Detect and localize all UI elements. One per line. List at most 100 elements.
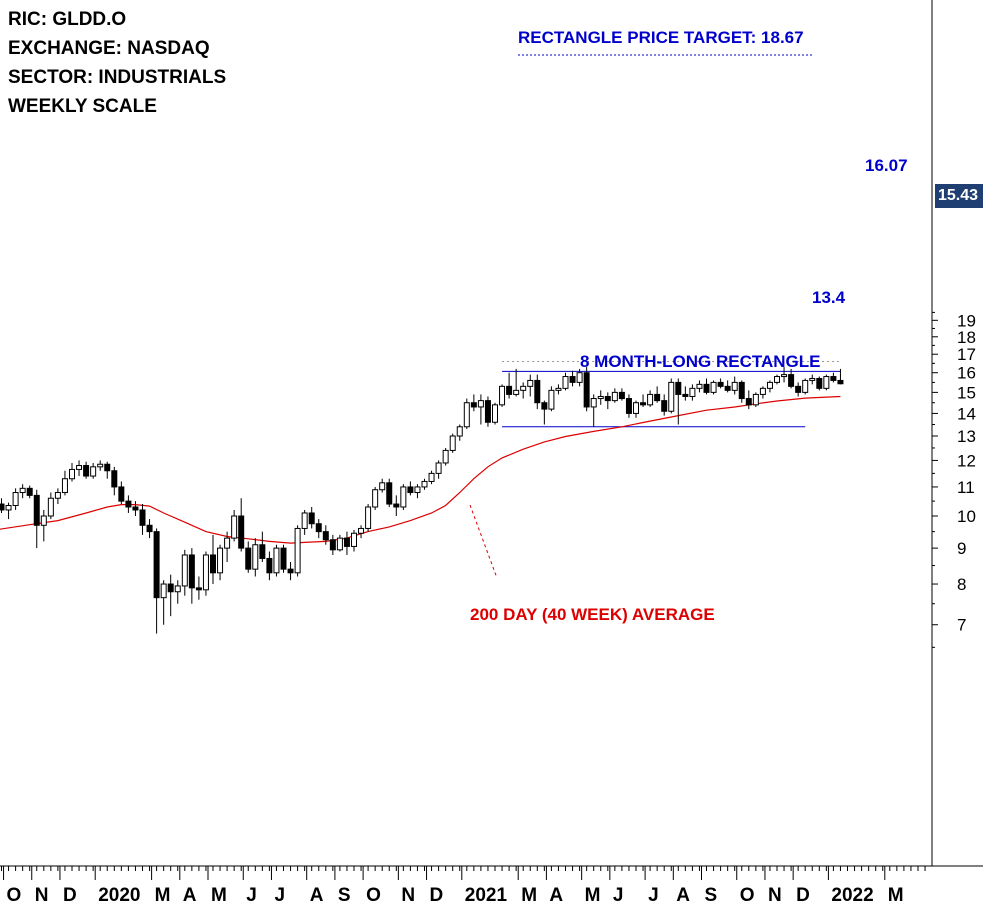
candle	[40, 509, 47, 542]
candle	[372, 486, 379, 510]
y-tick-label: 13	[957, 427, 976, 446]
x-tick-label: S	[705, 885, 718, 906]
candle	[745, 390, 752, 410]
candle-body	[668, 381, 675, 412]
candle	[527, 374, 534, 397]
candle-body	[795, 385, 802, 393]
candle	[12, 488, 19, 510]
candle	[548, 386, 555, 412]
candle-body	[576, 372, 583, 383]
candle-body	[174, 585, 181, 593]
candle	[661, 394, 668, 416]
x-tick-label: O	[740, 885, 755, 906]
candle	[830, 372, 837, 383]
candle	[26, 485, 33, 499]
candle	[386, 478, 393, 507]
candle	[477, 394, 484, 425]
candle-body	[195, 587, 202, 591]
x-tick-label: M	[521, 885, 537, 906]
candle-body	[210, 554, 216, 574]
candle	[379, 478, 386, 493]
candle	[195, 576, 202, 600]
candle-body	[372, 489, 379, 508]
ric-label: RIC: GLDD.O	[8, 9, 127, 30]
candle-body	[266, 557, 273, 574]
candle	[83, 461, 90, 479]
exchange-label: EXCHANGE: NASDAQ	[8, 38, 210, 59]
candle-body	[738, 381, 745, 400]
candle	[562, 372, 569, 391]
candle-body	[562, 376, 569, 389]
candle	[343, 531, 350, 555]
candle-body	[280, 547, 287, 570]
x-tick-label: J	[613, 885, 624, 906]
candle	[33, 489, 40, 549]
candle-body	[513, 389, 520, 395]
candle-body	[118, 486, 125, 502]
candle-body	[146, 524, 153, 533]
x-tick-label: A	[183, 885, 197, 906]
candle-body	[499, 385, 506, 406]
candle	[647, 390, 654, 407]
candle	[414, 484, 421, 499]
candle	[400, 484, 407, 510]
x-tick-label: J	[648, 885, 659, 906]
candle-body	[816, 377, 823, 389]
candle	[759, 386, 766, 399]
candle	[710, 380, 717, 395]
y-tick-label: 7	[957, 616, 966, 635]
candle-body	[224, 537, 231, 549]
candle-body	[90, 466, 97, 477]
candle	[781, 367, 788, 383]
candle-body	[54, 492, 61, 499]
candle-body	[463, 402, 470, 428]
candle-body	[484, 400, 491, 423]
y-tick-label: 15	[957, 383, 976, 402]
candle	[788, 368, 795, 389]
candle	[499, 384, 506, 407]
candle	[470, 394, 477, 412]
support-annotation: 13.4	[812, 288, 846, 307]
x-tick-label: M	[585, 885, 601, 906]
candle-body	[456, 426, 463, 437]
candle-body	[611, 391, 618, 402]
candle-body	[703, 383, 710, 393]
candle	[315, 519, 322, 539]
candle	[689, 384, 696, 401]
candle	[252, 538, 259, 577]
candle-body	[774, 376, 780, 383]
candle-body	[111, 470, 118, 488]
candle	[301, 509, 308, 535]
candle-body	[351, 532, 357, 547]
candle-body	[301, 512, 308, 529]
candle-body	[33, 494, 40, 526]
candle-body	[231, 515, 238, 539]
candle-body	[329, 539, 336, 551]
candle-body	[710, 381, 717, 393]
candle	[484, 396, 491, 427]
candle	[640, 394, 647, 407]
candle-body	[153, 531, 160, 599]
candle-body	[188, 554, 195, 589]
candle	[407, 481, 414, 496]
candle	[534, 374, 541, 410]
candle-body	[238, 515, 245, 549]
candle	[766, 380, 773, 393]
candle-body	[788, 374, 795, 387]
candle	[111, 466, 118, 496]
candle	[611, 388, 618, 403]
y-tick-label: 17	[957, 345, 976, 364]
candle-body	[61, 478, 68, 494]
x-tick-label: N	[401, 885, 415, 906]
last-price-badge: 15.43	[935, 184, 983, 208]
candle	[682, 386, 689, 401]
candle	[266, 551, 273, 581]
candle	[217, 544, 224, 581]
candle-body	[336, 537, 343, 551]
candle	[597, 390, 604, 405]
candle	[604, 392, 611, 410]
candle-body	[583, 372, 590, 408]
candle-body	[604, 395, 611, 402]
moving-average-annotation: 200 DAY (40 WEEK) AVERAGE	[470, 605, 715, 624]
candle-body	[69, 468, 75, 480]
